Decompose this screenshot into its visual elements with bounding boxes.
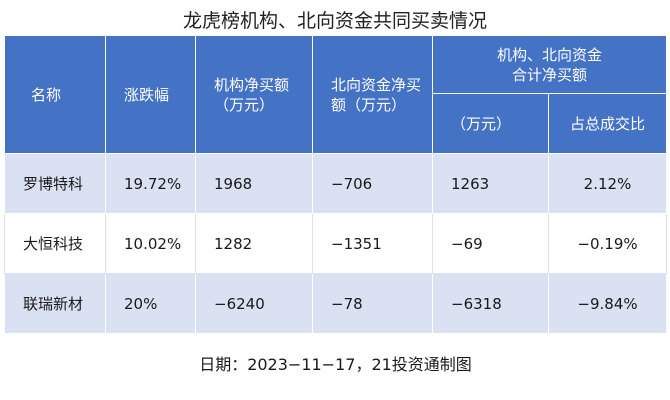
header-change: 涨跌幅 [105,35,196,154]
cell-ratio: 2.12% [547,153,668,214]
header-inst-net: 机构净买额 （万元） [195,35,313,154]
cell-north-net: −706 [312,153,433,214]
trading-table: 名称 涨跌幅 机构净买额 （万元） 北向资金净买 额（万元） 机构、北向资金 合… [3,35,668,392]
cell-combined-net: 1263 [432,153,549,214]
cell-inst-net: −6240 [195,273,313,334]
header-name: 名称 [4,35,106,154]
header-combined-line2: 合计净买额 [512,65,588,84]
cell-inst-net: 1968 [195,153,313,214]
table-row: 大恒科技 10.02% 1282 −1351 −69 −0.19% [4,213,668,274]
header-combined-group: 机构、北向资金 合计净买额 [431,35,668,94]
cell-name: 罗博特科 [4,153,106,214]
header-combined-line1: 机构、北向资金 [497,45,603,64]
table-row: 罗博特科 19.72% 1968 −706 1263 2.12% [4,153,668,214]
header-north-net-line1: 北向资金净买 [331,75,422,94]
cell-change: 19.72% [105,153,196,214]
cell-north-net: −78 [312,273,433,334]
header-inst-net-line2: （万元） [214,95,275,114]
header-inst-net-line1: 机构净买额 [214,75,290,94]
cell-ratio: −0.19% [547,213,668,274]
cell-change: 20% [105,273,196,334]
cell-combined-net: −6318 [432,273,549,334]
cell-ratio: −9.84% [547,273,668,334]
table-title: 龙虎榜机构、北向资金共同买卖情况 [182,10,487,32]
header-combined-unit: （万元） [432,93,549,154]
cell-north-net: −1351 [312,213,433,274]
cell-name: 联瑞新材 [4,273,106,334]
table-row: 联瑞新材 20% −6240 −78 −6318 −9.84% [4,273,668,334]
cell-combined-net: −69 [432,213,549,274]
header-north-net-line2: 额（万元） [331,95,407,114]
footer-row: 日期：2023−11−17，21投资通制图 [3,333,668,392]
source-note: 日期：2023−11−17，21投资通制图 [3,333,668,392]
cell-change: 10.02% [105,213,196,274]
header-combined-ratio: 占总成交比 [547,93,668,154]
cell-inst-net: 1282 [195,213,313,274]
cell-name: 大恒科技 [4,213,106,274]
header-north-net: 北向资金净买 额（万元） [312,35,433,154]
